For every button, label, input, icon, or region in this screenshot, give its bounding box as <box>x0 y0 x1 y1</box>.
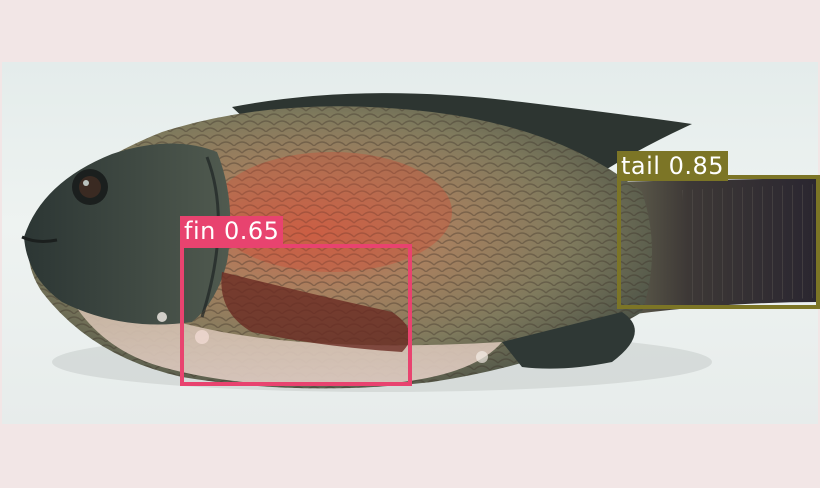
fin-bounding-box <box>180 244 412 386</box>
fin-detection-label: fin 0.65 <box>180 216 284 246</box>
tail-detection-label: tail 0.85 <box>617 151 729 181</box>
tail-bounding-box <box>617 175 820 309</box>
